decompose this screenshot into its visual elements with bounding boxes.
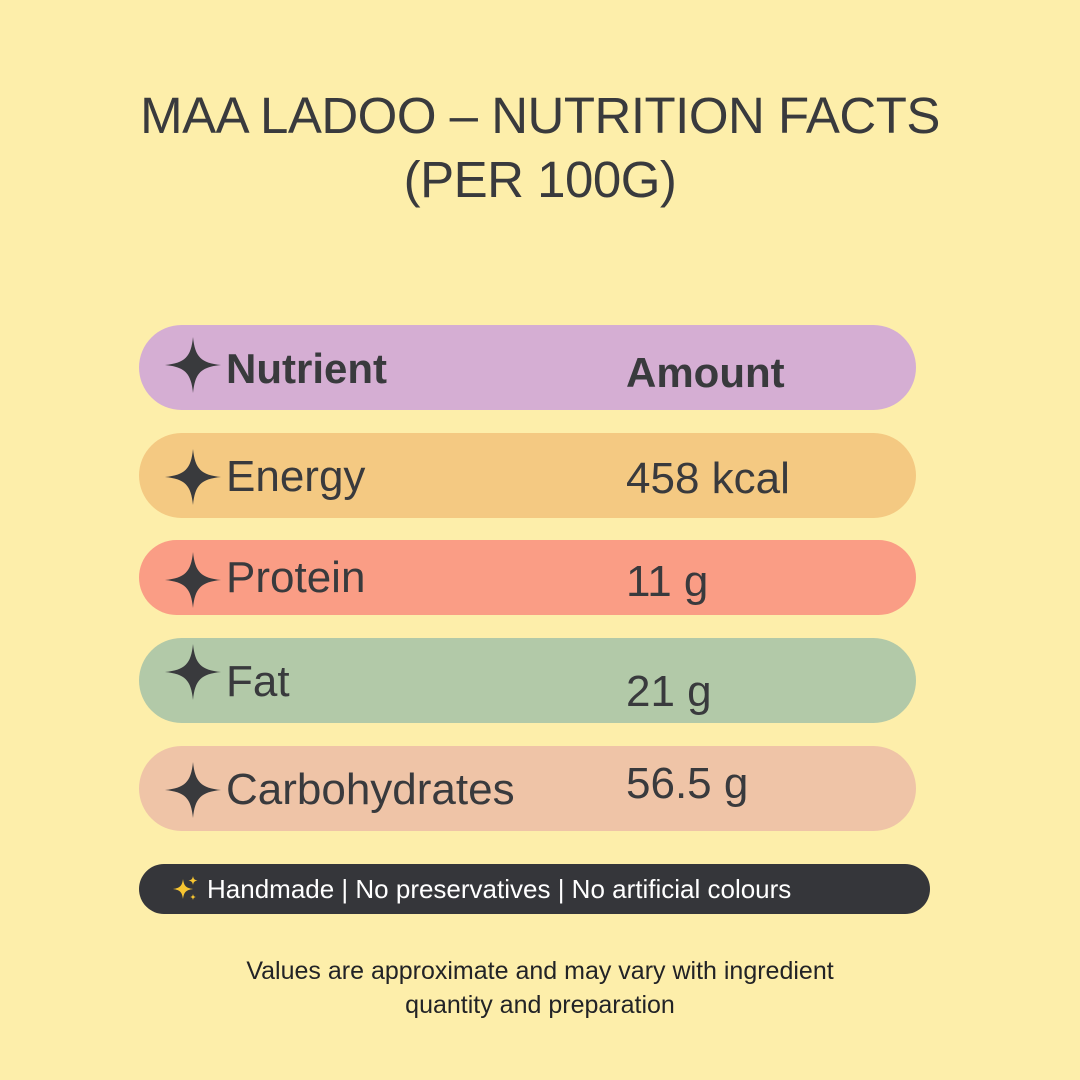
nutrient-name: Protein	[226, 553, 366, 602]
table-row: Fat 21 g	[139, 638, 916, 723]
page-title: MAA LADOO – NUTRITION FACTS (PER 100G)	[0, 84, 1080, 212]
title-line-2: (PER 100G)	[403, 151, 677, 208]
header-amount-label: Amount	[626, 349, 785, 396]
nutrient-name: Energy	[226, 452, 366, 501]
table-row: Carbohydrates 56.5 g	[139, 746, 916, 831]
table-row: Energy 458 kcal	[139, 433, 916, 518]
disclaimer-note: Values are approximate and may vary with…	[140, 954, 940, 1022]
badge-text: Handmade | No preservatives | No artific…	[207, 873, 792, 904]
four-point-star-icon	[163, 550, 223, 610]
nutrient-amount: 11 g	[626, 557, 709, 606]
sparkles-icon	[171, 875, 199, 903]
four-point-star-icon	[163, 642, 223, 702]
table-header-row: Nutrient Amount	[139, 325, 916, 410]
nutrient-amount: 21 g	[626, 667, 712, 716]
features-badge: Handmade | No preservatives | No artific…	[139, 864, 930, 914]
disclaimer-line-1: Values are approximate and may vary with…	[246, 957, 834, 985]
nutrient-amount: 56.5 g	[626, 759, 749, 808]
title-line-1: MAA LADOO – NUTRITION FACTS	[140, 87, 940, 144]
four-point-star-icon	[163, 335, 223, 395]
nutrient-name: Carbohydrates	[226, 765, 515, 814]
header-nutrient-label: Nutrient	[226, 345, 387, 392]
nutrient-name: Fat	[226, 657, 290, 706]
four-point-star-icon	[163, 760, 223, 820]
nutrient-amount: 458 kcal	[626, 454, 790, 503]
four-point-star-icon	[163, 447, 223, 507]
table-row: Protein 11 g	[139, 540, 916, 615]
disclaimer-line-2: quantity and preparation	[405, 991, 675, 1019]
